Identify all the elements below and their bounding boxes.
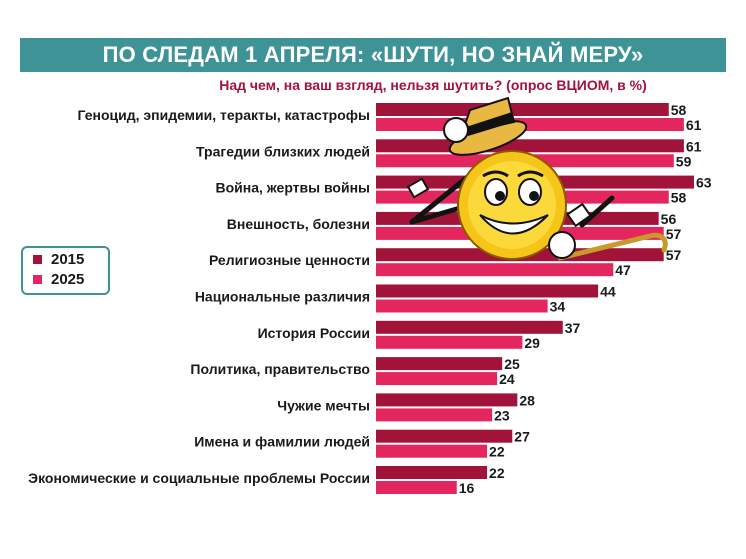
data-label-2025: 34: [550, 299, 566, 315]
legend-swatch-2025: [33, 275, 42, 284]
legend-item-2015: 2015: [33, 251, 84, 268]
data-label-2015: 22: [489, 465, 505, 481]
bar-2015: [376, 393, 518, 407]
category-label: Национальные различия: [195, 289, 370, 305]
bar-2025: [376, 118, 684, 131]
chart-subtitle: Над чем, на ваш взгляд, нельзя шутить? (…: [219, 77, 647, 93]
data-label-2025: 58: [671, 190, 687, 206]
data-label-2015: 61: [686, 138, 702, 154]
bar-2025: [376, 372, 498, 386]
data-label-2015: 44: [600, 284, 616, 300]
data-label-2025: 47: [615, 262, 631, 278]
data-label-2015: 37: [565, 320, 581, 336]
legend-swatch-2015: [33, 255, 42, 264]
chart-title: ПО СЛЕДАМ 1 АПРЕЛЯ: «ШУТИ, НО ЗНАЙ МЕРУ»: [102, 42, 644, 67]
legend-label-2015: 2015: [51, 251, 85, 268]
category-label: Геноцид, эпидемии, теракты, катастрофы: [78, 107, 371, 123]
category-label: Экономические и социальные проблемы Росс…: [28, 470, 370, 486]
data-label-2025: 29: [524, 335, 540, 351]
data-label-2015: 56: [661, 211, 677, 227]
category-label: Внешность, болезни: [227, 216, 370, 232]
category-label: Война, жертвы войны: [216, 180, 371, 196]
category-label: Религиозные ценности: [209, 252, 370, 268]
bar-2025: [376, 408, 493, 422]
data-label-2025: 57: [666, 226, 682, 242]
smiley-with-hat-and-cane-icon: [406, 96, 668, 261]
data-label-2025: 59: [676, 153, 692, 169]
bar-2015: [376, 139, 684, 153]
bar-2015: [376, 320, 563, 334]
legend-item-2025: 2025: [33, 271, 84, 288]
legend: 2015 2025: [21, 246, 110, 295]
data-label-2015: 28: [519, 392, 535, 408]
data-label-2025: 22: [489, 444, 505, 460]
category-label: Чужие мечты: [277, 397, 370, 413]
data-label-2025: 24: [499, 371, 515, 387]
category-label: Имена и фамилии людей: [194, 434, 370, 450]
bar-2025: [376, 299, 548, 313]
bar-2025: [376, 444, 488, 458]
data-label-2015: 63: [696, 175, 712, 191]
data-label-2025: 23: [494, 407, 510, 423]
legend-label-2025: 2025: [51, 271, 85, 288]
data-label-2015: 25: [504, 356, 520, 372]
bar-2025: [376, 263, 614, 277]
data-label-2025: 61: [686, 117, 702, 133]
category-label: Трагедии близких людей: [196, 143, 370, 159]
chart-title-banner: ПО СЛЕДАМ 1 АПРЕЛЯ: «ШУТИ, НО ЗНАЙ МЕРУ»: [20, 38, 726, 72]
bar-2015: [376, 429, 513, 443]
bar-2025: [376, 481, 457, 494]
bar-2015: [376, 357, 503, 371]
category-label: Политика, правительство: [190, 361, 370, 377]
bar-2015: [376, 103, 669, 116]
bar-2015: [376, 466, 488, 479]
data-label-2025: 16: [459, 480, 475, 496]
bar-2015: [376, 284, 599, 298]
data-label-2015: 57: [666, 247, 682, 263]
data-label-2015: 58: [671, 102, 687, 118]
data-label-2015: 27: [514, 429, 530, 445]
bar-2025: [376, 335, 523, 349]
bars-group: Геноцид, эпидемии, теракты, катастрофы 58…: [28, 102, 712, 496]
category-label: История России: [258, 325, 370, 341]
